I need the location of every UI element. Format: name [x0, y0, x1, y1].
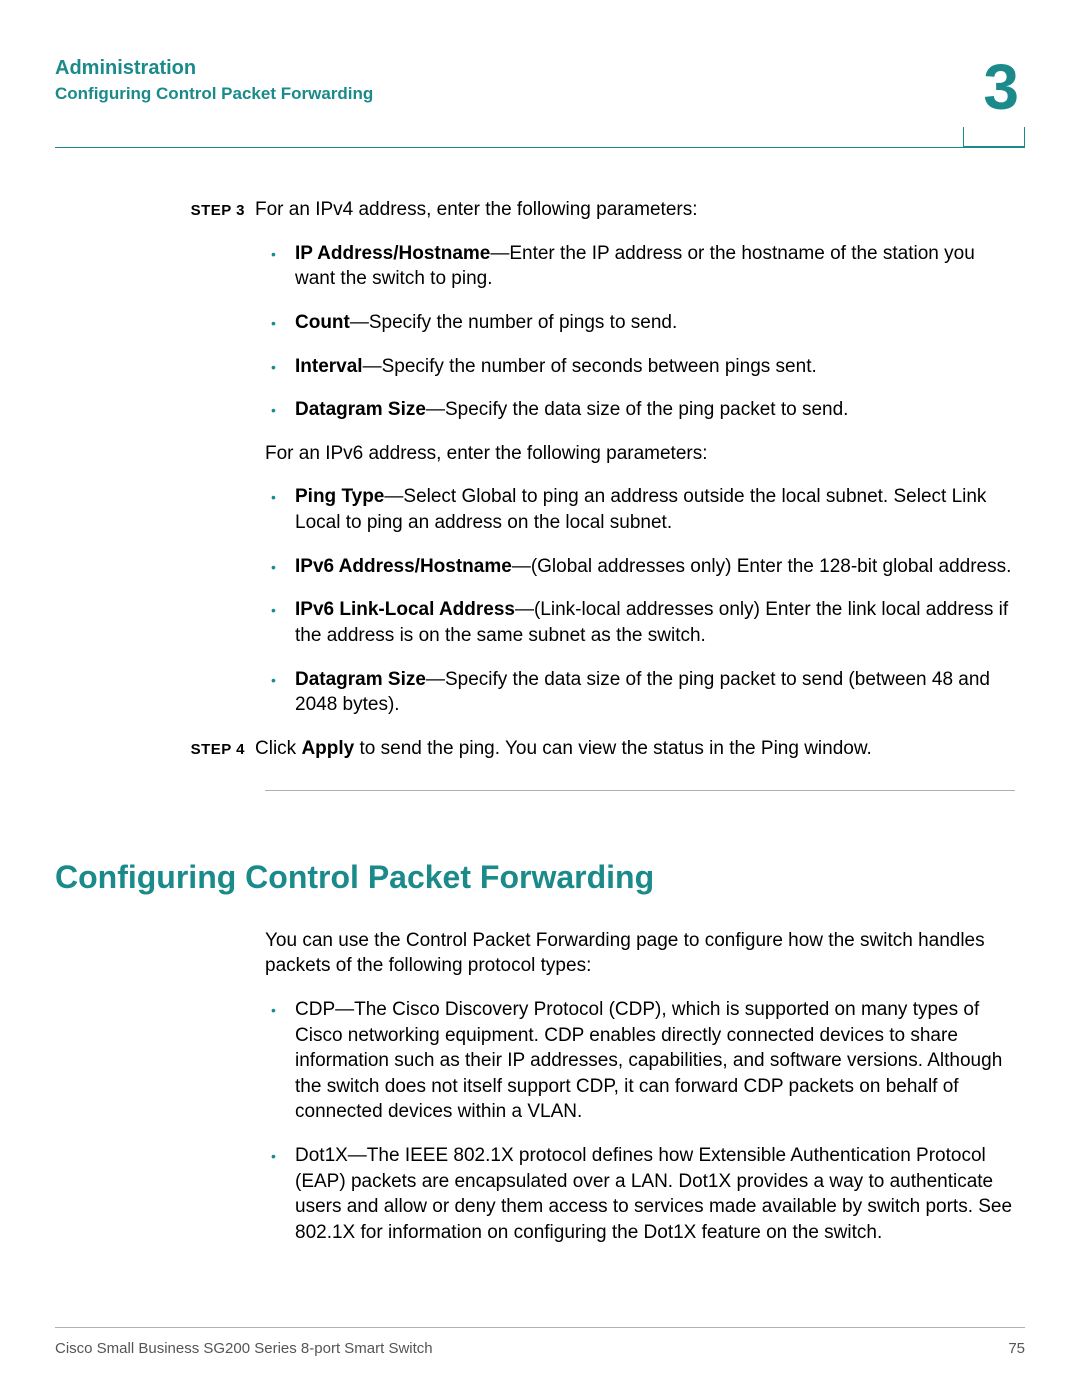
list-item: Datagram Size—Specify the data size of t…	[295, 667, 1015, 718]
page-content: STEP 3 For an IPv4 address, enter the fo…	[55, 157, 1025, 1246]
step-4: STEP 4 Click Apply to send the ping. You…	[185, 736, 1015, 762]
step-label: STEP 4	[185, 741, 255, 758]
list-item: CDP—The Cisco Discovery Protocol (CDP), …	[295, 997, 1015, 1125]
header-title: Administration	[55, 57, 373, 80]
list-item: Datagram Size—Specify the data size of t…	[295, 397, 1015, 423]
ipv6-intro: For an IPv6 address, enter the following…	[185, 441, 1015, 467]
list-item: IPv6 Link-Local Address—(Link-local addr…	[295, 597, 1015, 648]
header-rule	[55, 127, 1025, 157]
ipv4-bullet-list: IP Address/Hostname—Enter the IP address…	[185, 241, 1015, 423]
section-intro: You can use the Control Packet Forwardin…	[185, 928, 1015, 979]
step-3: STEP 3 For an IPv4 address, enter the fo…	[185, 197, 1015, 223]
page-header: Administration Configuring Control Packe…	[55, 55, 1025, 119]
header-subtitle: Configuring Control Packet Forwarding	[55, 84, 373, 104]
step-body: For an IPv4 address, enter the following…	[255, 197, 1015, 223]
protocol-bullet-list: CDP—The Cisco Discovery Protocol (CDP), …	[185, 997, 1015, 1246]
step-label: STEP 3	[185, 202, 255, 219]
ipv6-bullet-list: Ping Type—Select Global to ping an addre…	[185, 484, 1015, 717]
list-item: Interval—Specify the number of seconds b…	[295, 354, 1015, 380]
footer-left: Cisco Small Business SG200 Series 8-port…	[55, 1340, 433, 1357]
list-item: IP Address/Hostname—Enter the IP address…	[295, 241, 1015, 292]
list-item: Dot1X—The IEEE 802.1X protocol defines h…	[295, 1143, 1015, 1246]
page-footer: Cisco Small Business SG200 Series 8-port…	[55, 1327, 1025, 1357]
list-item: IPv6 Address/Hostname—(Global addresses …	[295, 554, 1015, 580]
step-body: Click Apply to send the ping. You can vi…	[255, 736, 1015, 762]
chapter-number: 3	[983, 55, 1025, 119]
list-item: Ping Type—Select Global to ping an addre…	[295, 484, 1015, 535]
section-heading: Configuring Control Packet Forwarding	[55, 859, 1015, 896]
section-divider	[265, 790, 1015, 791]
footer-page-number: 75	[1008, 1340, 1025, 1357]
header-left: Administration Configuring Control Packe…	[55, 55, 373, 104]
list-item: Count—Specify the number of pings to sen…	[295, 310, 1015, 336]
